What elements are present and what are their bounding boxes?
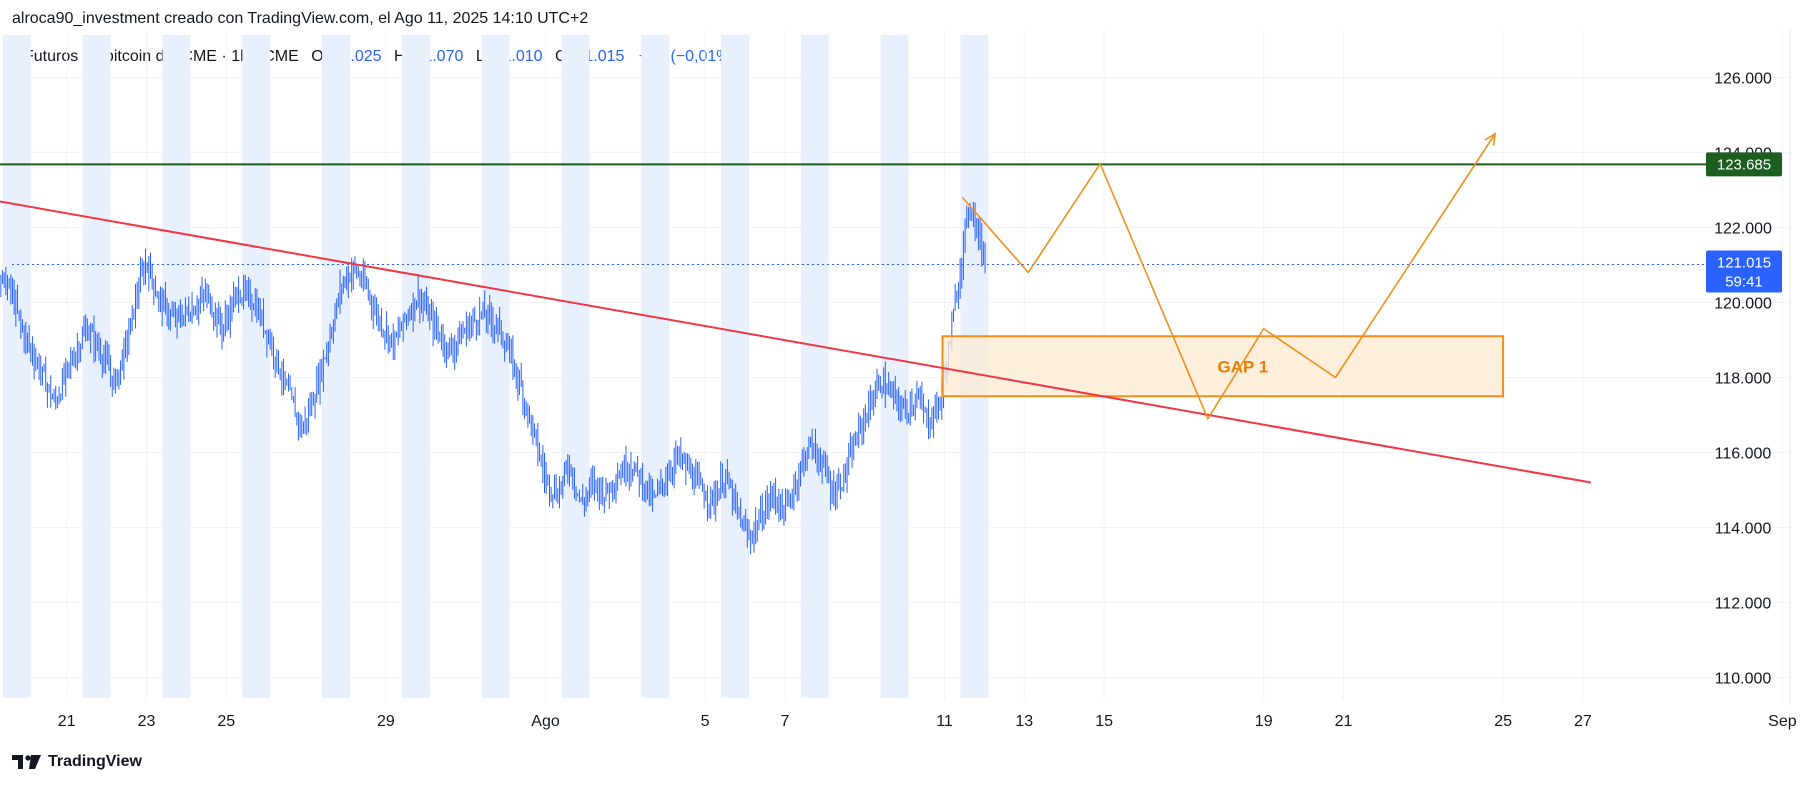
gap-zone[interactable] (941, 335, 1505, 398)
time-tick-label: Ago (531, 713, 560, 730)
session-bands (2, 35, 989, 698)
resistance-tag: 123.685 (1706, 152, 1782, 177)
price-tick-label: 114.000 (1715, 521, 1772, 538)
session-band (481, 35, 510, 698)
session-band (721, 35, 749, 698)
session-band (82, 35, 111, 698)
time-tick-label: 19 (1255, 713, 1273, 730)
session-band (641, 35, 670, 698)
session-band (322, 35, 350, 698)
time-tick-label: 23 (138, 713, 156, 730)
high-label: H (393, 48, 406, 65)
price-tick-label: 112.000 (1715, 596, 1772, 613)
tradingview-logo[interactable]: TradingView (12, 753, 142, 771)
chart-header: alroca90_investment creado con TradingVi… (12, 10, 589, 27)
tradingview-brand-text: TradingView (48, 753, 142, 770)
low-label: L (475, 48, 485, 65)
time-tick-label: Sep (1768, 713, 1797, 730)
price-tick-label: 122.000 (1714, 221, 1772, 238)
time-tick-label: 5 (701, 713, 710, 730)
projection-path[interactable] (961, 133, 1496, 421)
price-tick-label: 126.000 (1714, 71, 1772, 88)
time-tick-label: 15 (1095, 713, 1113, 730)
price-candles (0, 201, 986, 555)
time-tick-label: 27 (1574, 713, 1592, 730)
close-label: C (555, 48, 567, 65)
gap-label: GAP 1 (1217, 357, 1268, 376)
session-band (401, 35, 430, 698)
price-tick-label: 118.000 (1715, 371, 1772, 388)
time-tick-label: 21 (1335, 713, 1353, 730)
time-tick-label: 11 (936, 713, 953, 730)
session-band (242, 35, 271, 698)
time-axis[interactable]: 11151721232529Ago5711131519212527Sep35 (0, 713, 1803, 730)
countdown-value: 59:41 (1725, 273, 1763, 290)
session-band (800, 35, 829, 698)
price-tick-label: 116.000 (1715, 446, 1772, 463)
time-tick-label: 29 (377, 713, 395, 730)
trendline[interactable] (0, 164, 1592, 484)
session-band (2, 35, 31, 698)
price-tick-label: 110.000 (1715, 671, 1772, 688)
time-tick-label: 13 (1015, 713, 1033, 730)
time-tick-label: 25 (1494, 713, 1512, 730)
price-tick-label: 120.000 (1714, 296, 1772, 313)
session-band (561, 35, 590, 698)
tradingview-logo-icon (12, 755, 41, 769)
resistance-tag-value: 123.685 (1717, 156, 1771, 173)
projection-arrowhead (1484, 132, 1497, 146)
open-label: O (311, 48, 324, 65)
last-price-tag-value: 121.015 (1717, 254, 1771, 271)
session-band (162, 35, 191, 698)
time-tick-label: 25 (217, 713, 235, 730)
time-tick-label: 21 (58, 713, 76, 730)
last-price-tag: 121.015 59:41 (1706, 250, 1782, 293)
time-tick-label: 7 (780, 713, 789, 730)
